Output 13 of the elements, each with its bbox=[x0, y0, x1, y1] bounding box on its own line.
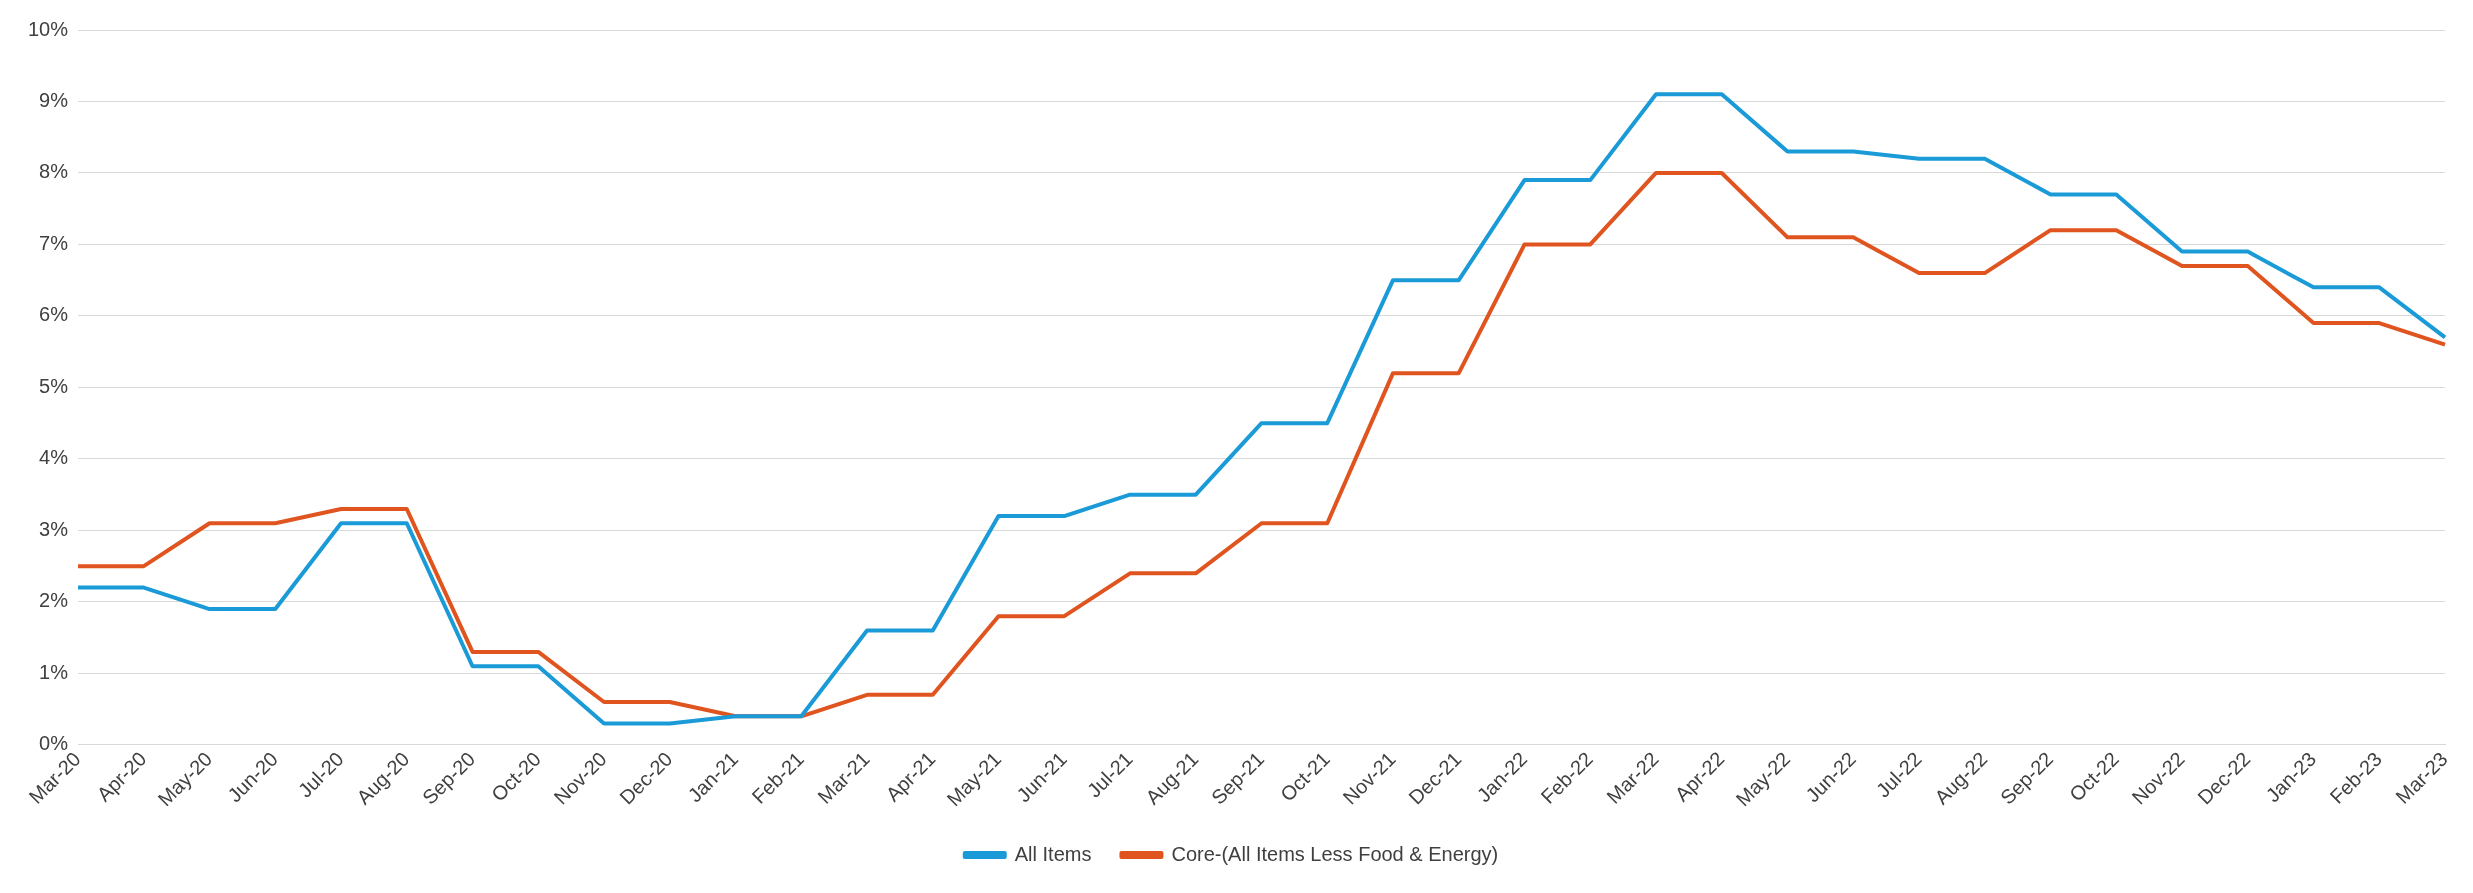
y-tick-label: 6% bbox=[39, 303, 69, 326]
y-tick-label: 0% bbox=[39, 732, 69, 755]
legend-label: Core-(All Items Less Food & Energy) bbox=[1171, 842, 1499, 865]
y-tick-label: 7% bbox=[39, 231, 69, 254]
y-tick-label: 4% bbox=[39, 446, 69, 469]
y-tick-label: 2% bbox=[39, 589, 69, 612]
y-tick-label: 1% bbox=[39, 660, 69, 683]
y-tick-label: 10% bbox=[28, 17, 69, 40]
y-tick-label: 3% bbox=[39, 517, 69, 540]
y-tick-label: 5% bbox=[39, 374, 69, 397]
legend-label: All Items bbox=[1014, 842, 1092, 865]
y-tick-label: 9% bbox=[39, 89, 69, 111]
y-tick-label: 8% bbox=[39, 160, 69, 183]
